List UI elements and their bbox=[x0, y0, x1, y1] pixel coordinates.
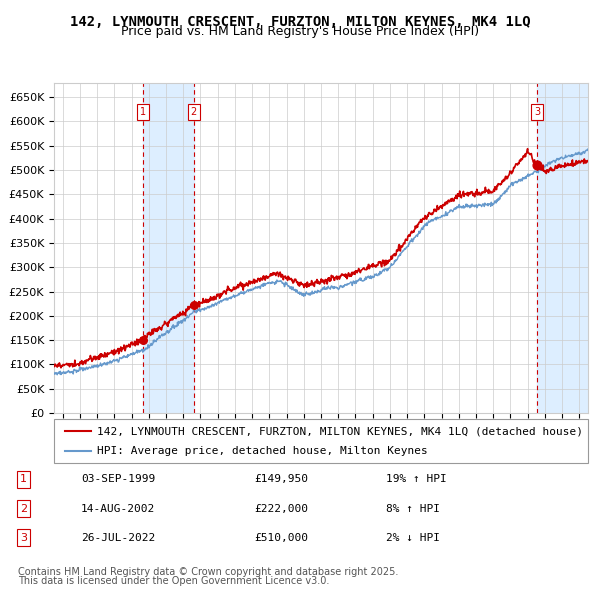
Text: £149,950: £149,950 bbox=[254, 474, 308, 484]
Text: 1: 1 bbox=[140, 107, 146, 117]
Bar bbox=[538, 83, 588, 413]
Text: £510,000: £510,000 bbox=[254, 533, 308, 543]
Text: HPI: Average price, detached house, Milton Keynes: HPI: Average price, detached house, Milt… bbox=[97, 446, 427, 455]
Point bbox=[138, 336, 148, 345]
Text: 2: 2 bbox=[191, 107, 197, 117]
Text: 1: 1 bbox=[20, 474, 27, 484]
Text: 3: 3 bbox=[20, 533, 27, 543]
Text: 14-AUG-2002: 14-AUG-2002 bbox=[81, 504, 155, 513]
Bar bbox=[143, 83, 194, 413]
Text: This data is licensed under the Open Government Licence v3.0.: This data is licensed under the Open Gov… bbox=[18, 576, 329, 586]
Text: Price paid vs. HM Land Registry's House Price Index (HPI): Price paid vs. HM Land Registry's House … bbox=[121, 25, 479, 38]
Text: 26-JUL-2022: 26-JUL-2022 bbox=[81, 533, 155, 543]
Text: 19% ↑ HPI: 19% ↑ HPI bbox=[386, 474, 447, 484]
Text: 142, LYNMOUTH CRESCENT, FURZTON, MILTON KEYNES, MK4 1LQ: 142, LYNMOUTH CRESCENT, FURZTON, MILTON … bbox=[70, 15, 530, 29]
Text: Contains HM Land Registry data © Crown copyright and database right 2025.: Contains HM Land Registry data © Crown c… bbox=[18, 567, 398, 577]
Text: 2: 2 bbox=[20, 504, 27, 513]
Text: 03-SEP-1999: 03-SEP-1999 bbox=[81, 474, 155, 484]
Point bbox=[189, 300, 199, 310]
Point bbox=[533, 160, 542, 170]
Text: 8% ↑ HPI: 8% ↑ HPI bbox=[386, 504, 440, 513]
Text: 142, LYNMOUTH CRESCENT, FURZTON, MILTON KEYNES, MK4 1LQ (detached house): 142, LYNMOUTH CRESCENT, FURZTON, MILTON … bbox=[97, 427, 583, 436]
Text: £222,000: £222,000 bbox=[254, 504, 308, 513]
Text: 2% ↓ HPI: 2% ↓ HPI bbox=[386, 533, 440, 543]
FancyBboxPatch shape bbox=[54, 419, 588, 463]
Text: 3: 3 bbox=[534, 107, 541, 117]
